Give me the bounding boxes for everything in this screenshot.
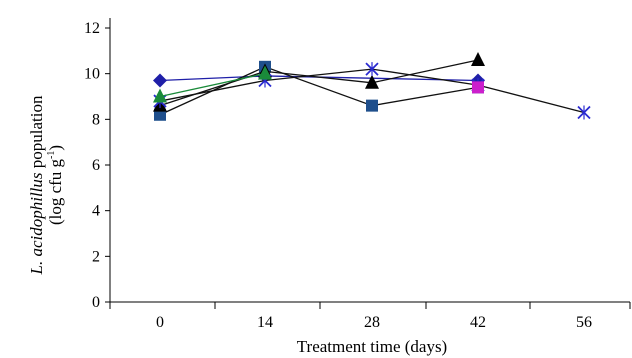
y-tick-labels: 0 2 4 6 8 10 12 [84, 20, 100, 311]
svg-text:L. acidophillus population: L. acidophillus population [27, 95, 46, 275]
series-line [159, 59, 479, 107]
y-axis-title-italic: L. acidophillus [27, 172, 46, 275]
y-tick-label: 6 [92, 157, 100, 174]
series-3 [153, 51, 485, 112]
y-tick-label: 0 [92, 294, 100, 311]
svg-text:(log cfu g-1): (log cfu g-1) [46, 145, 65, 225]
point-square [472, 81, 484, 94]
series-5 [472, 81, 484, 94]
y-tick-label: 10 [84, 66, 100, 83]
y-axis-unit-post: ) [46, 145, 65, 151]
y-tick-label: 12 [84, 20, 100, 37]
series-line [159, 66, 479, 116]
y-tick-label: 8 [92, 111, 100, 128]
x-tick-label: 14 [257, 314, 273, 331]
y-tick-label: 2 [92, 248, 100, 265]
point-triangle [471, 51, 485, 66]
x-tick-label: 0 [156, 314, 164, 331]
y-axis-unit-sup: -1 [46, 151, 57, 159]
y-tick-label: 4 [92, 203, 100, 220]
series-group [153, 51, 591, 121]
x-tick-label: 42 [470, 314, 486, 331]
y-axis-unit-pre: (log cfu g [46, 158, 65, 225]
axes [105, 18, 631, 309]
y-axis-title: L. acidophillus population (log cfu g-1) [27, 95, 65, 275]
series-line [159, 73, 266, 98]
point-triangle [258, 65, 272, 80]
point-triangle [153, 88, 167, 103]
point-diamond [153, 73, 167, 88]
x-tick-labels: 0 14 28 42 56 [156, 314, 592, 331]
series-6 [153, 65, 272, 103]
y-axis-title-rest: population [27, 95, 46, 172]
x-tick-label: 56 [576, 314, 592, 331]
point-triangle [365, 74, 379, 89]
point-square [366, 99, 378, 112]
x-tick-label: 28 [364, 314, 380, 331]
x-axis-title: Treatment time (days) [297, 337, 447, 356]
point-square [154, 108, 166, 121]
